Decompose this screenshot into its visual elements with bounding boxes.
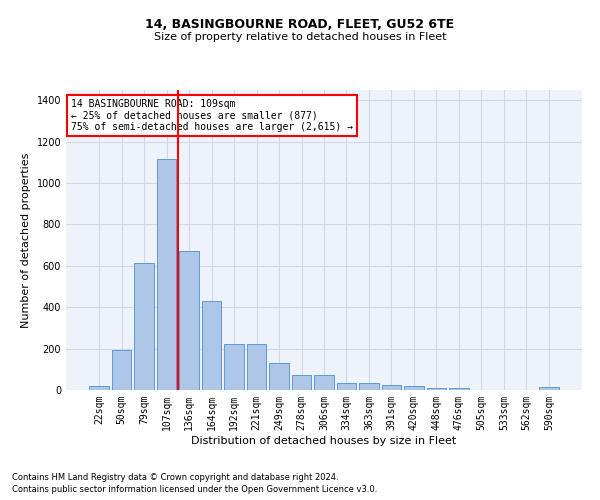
Bar bbox=[404, 386, 424, 390]
Bar bbox=[112, 350, 131, 390]
Bar bbox=[449, 388, 469, 390]
Bar bbox=[382, 385, 401, 390]
Bar bbox=[202, 301, 221, 390]
Bar bbox=[89, 386, 109, 390]
Text: Contains HM Land Registry data © Crown copyright and database right 2024.: Contains HM Land Registry data © Crown c… bbox=[12, 472, 338, 482]
Text: Contains public sector information licensed under the Open Government Licence v3: Contains public sector information licen… bbox=[12, 485, 377, 494]
Bar bbox=[314, 375, 334, 390]
Bar bbox=[539, 387, 559, 390]
Bar bbox=[224, 344, 244, 390]
X-axis label: Distribution of detached houses by size in Fleet: Distribution of detached houses by size … bbox=[191, 436, 457, 446]
Bar bbox=[179, 252, 199, 390]
Bar bbox=[292, 375, 311, 390]
Bar bbox=[337, 384, 356, 390]
Bar bbox=[359, 384, 379, 390]
Y-axis label: Number of detached properties: Number of detached properties bbox=[21, 152, 31, 328]
Bar bbox=[157, 160, 176, 390]
Text: 14, BASINGBOURNE ROAD, FLEET, GU52 6TE: 14, BASINGBOURNE ROAD, FLEET, GU52 6TE bbox=[145, 18, 455, 30]
Bar bbox=[427, 388, 446, 390]
Text: 14 BASINGBOURNE ROAD: 109sqm
← 25% of detached houses are smaller (877)
75% of s: 14 BASINGBOURNE ROAD: 109sqm ← 25% of de… bbox=[71, 99, 353, 132]
Bar bbox=[134, 263, 154, 390]
Text: Size of property relative to detached houses in Fleet: Size of property relative to detached ho… bbox=[154, 32, 446, 42]
Bar bbox=[247, 344, 266, 390]
Bar bbox=[269, 363, 289, 390]
